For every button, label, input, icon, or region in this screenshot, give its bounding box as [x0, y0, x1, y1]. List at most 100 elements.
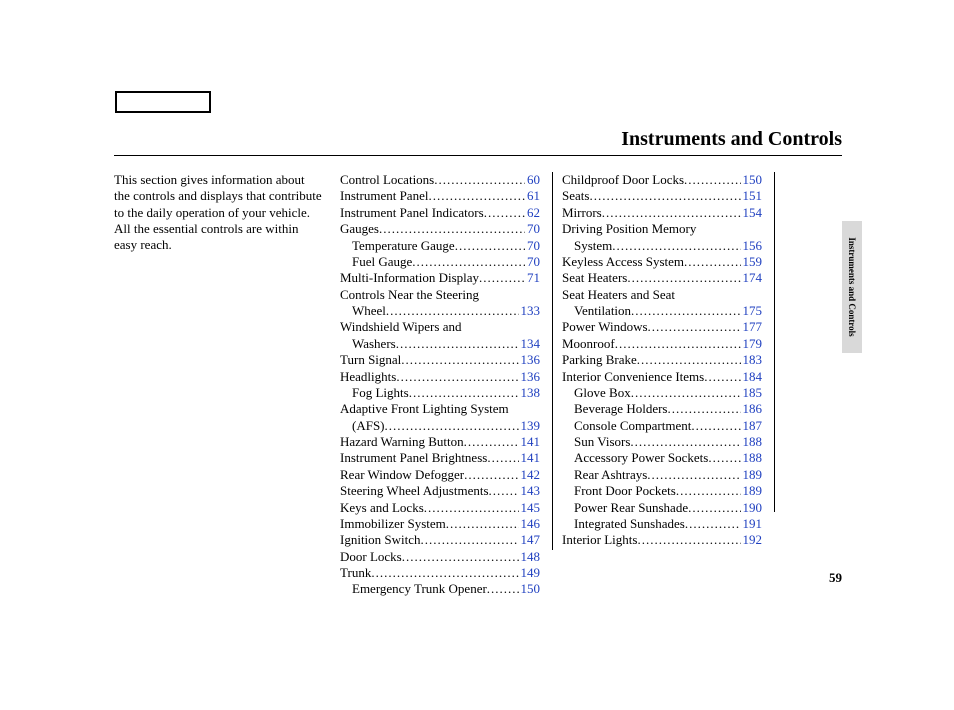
toc-entry[interactable]: Interior Lights 192: [562, 532, 762, 548]
toc-entry-page[interactable]: 70: [525, 238, 540, 254]
toc-entry-page[interactable]: 150: [519, 581, 541, 597]
toc-entry-page[interactable]: 154: [741, 205, 763, 221]
toc-entry[interactable]: Interior Convenience Items 184: [562, 369, 762, 385]
toc-entry[interactable]: Console Compartment 187: [562, 418, 762, 434]
toc-entry-page[interactable]: 139: [519, 418, 541, 434]
toc-entry[interactable]: Instrument Panel 61: [340, 188, 540, 204]
toc-entry-page[interactable]: 61: [525, 188, 540, 204]
toc-entry-label: Gauges: [340, 221, 379, 237]
toc-entry[interactable]: Parking Brake 183: [562, 352, 762, 368]
toc-entry[interactable]: Immobilizer System 146: [340, 516, 540, 532]
toc-entry-page[interactable]: 60: [525, 172, 540, 188]
toc-entry-page[interactable]: 147: [519, 532, 541, 548]
toc-entry-page[interactable]: 156: [741, 238, 763, 254]
toc-entry-page[interactable]: 187: [741, 418, 763, 434]
toc-entry[interactable]: Glove Box 185: [562, 385, 762, 401]
toc-leader-dots: [484, 205, 525, 221]
toc-entry-page[interactable]: 151: [741, 188, 763, 204]
toc-entry-page[interactable]: 142: [519, 467, 541, 483]
toc-entry[interactable]: (AFS) 139: [340, 418, 540, 434]
toc-entry-page[interactable]: 179: [741, 336, 763, 352]
toc-entry[interactable]: Headlights 136: [340, 369, 540, 385]
toc-entry[interactable]: Fuel Gauge 70: [340, 254, 540, 270]
toc-entry-page[interactable]: 186: [741, 401, 763, 417]
toc-entry[interactable]: Multi-Information Display 71: [340, 270, 540, 286]
toc-entry-page[interactable]: 159: [741, 254, 763, 270]
toc-entry-page[interactable]: 191: [741, 516, 763, 532]
toc-entry[interactable]: Turn Signal 136: [340, 352, 540, 368]
toc-entry[interactable]: Hazard Warning Button 141: [340, 434, 540, 450]
toc-leader-dots: [637, 352, 741, 368]
toc-entry-page[interactable]: 146: [519, 516, 541, 532]
toc-entry[interactable]: Accessory Power Sockets 188: [562, 450, 762, 466]
toc-entry[interactable]: Emergency Trunk Opener 150: [340, 581, 540, 597]
toc-entry-label: Accessory Power Sockets: [574, 450, 708, 466]
toc-entry[interactable]: Front Door Pockets 189: [562, 483, 762, 499]
toc-entry-page[interactable]: 192: [741, 532, 763, 548]
toc-entry[interactable]: Trunk 149: [340, 565, 540, 581]
toc-entry-page[interactable]: 183: [741, 352, 763, 368]
toc-entry-page[interactable]: 190: [741, 500, 763, 516]
toc-entry[interactable]: Wheel 133: [340, 303, 540, 319]
toc-entry-page[interactable]: 174: [741, 270, 763, 286]
toc-entry[interactable]: Instrument Panel Brightness 141: [340, 450, 540, 466]
toc-column-2: Childproof Door Locks 150Seats 151Mirror…: [562, 172, 762, 549]
toc-entry[interactable]: Gauges 70: [340, 221, 540, 237]
toc-entry-label: Temperature Gauge: [352, 238, 455, 254]
toc-entry-label: Instrument Panel: [340, 188, 428, 204]
toc-entry-page[interactable]: 188: [741, 434, 763, 450]
toc-entry[interactable]: Beverage Holders 186: [562, 401, 762, 417]
toc-entry-page[interactable]: 70: [525, 221, 540, 237]
toc-entry-page[interactable]: 141: [519, 450, 541, 466]
toc-entry-label: Windshield Wipers and: [340, 319, 461, 335]
toc-entry-page[interactable]: 177: [741, 319, 763, 335]
toc-entry-page[interactable]: 189: [741, 467, 763, 483]
toc-entry-page[interactable]: 62: [525, 205, 540, 221]
toc-entry-page[interactable]: 188: [741, 450, 763, 466]
toc-entry[interactable]: System 156: [562, 238, 762, 254]
toc-entry[interactable]: Rear Ashtrays 189: [562, 467, 762, 483]
toc-entry[interactable]: Door Locks 148: [340, 549, 540, 565]
toc-entry-page[interactable]: 150: [741, 172, 763, 188]
toc-entry-page[interactable]: 138: [519, 385, 541, 401]
toc-entry[interactable]: Control Locations 60: [340, 172, 540, 188]
toc-entry[interactable]: Temperature Gauge 70: [340, 238, 540, 254]
toc-entry-page[interactable]: 141: [519, 434, 541, 450]
toc-entry-page[interactable]: 185: [741, 385, 763, 401]
toc-entry-page[interactable]: 175: [741, 303, 763, 319]
toc-entry[interactable]: Rear Window Defogger 142: [340, 467, 540, 483]
toc-entry-page[interactable]: 133: [519, 303, 541, 319]
toc-entry-page[interactable]: 149: [519, 565, 541, 581]
toc-entry[interactable]: Washers 134: [340, 336, 540, 352]
toc-entry-page[interactable]: 71: [525, 270, 540, 286]
toc-entry[interactable]: Power Windows 177: [562, 319, 762, 335]
toc-entry-page[interactable]: 70: [525, 254, 540, 270]
toc-entry-page[interactable]: 145: [519, 500, 541, 516]
toc-entry[interactable]: Ventilation 175: [562, 303, 762, 319]
toc-entry[interactable]: Seats 151: [562, 188, 762, 204]
toc-entry-page[interactable]: 148: [519, 549, 541, 565]
toc-entry[interactable]: Mirrors 154: [562, 205, 762, 221]
toc-entry[interactable]: Moonroof 179: [562, 336, 762, 352]
toc-entry[interactable]: Seat Heaters 174: [562, 270, 762, 286]
toc-entry-label: Driving Position Memory: [562, 221, 696, 237]
toc-entry-page[interactable]: 136: [519, 352, 541, 368]
toc-entry[interactable]: Keys and Locks 145: [340, 500, 540, 516]
toc-entry-page[interactable]: 143: [519, 483, 541, 499]
toc-entry-page[interactable]: 189: [741, 483, 763, 499]
toc-entry[interactable]: Childproof Door Locks 150: [562, 172, 762, 188]
toc-entry[interactable]: Sun Visors 188: [562, 434, 762, 450]
toc-entry-page[interactable]: 136: [519, 369, 541, 385]
toc-entry[interactable]: Keyless Access System 159: [562, 254, 762, 270]
toc-entry-page[interactable]: 184: [741, 369, 763, 385]
toc-entry[interactable]: Fog Lights 138: [340, 385, 540, 401]
toc-entry-page[interactable]: 134: [519, 336, 541, 352]
toc-leader-dots: [684, 254, 740, 270]
toc-entry[interactable]: Power Rear Sunshade 190: [562, 500, 762, 516]
toc-entry[interactable]: Instrument Panel Indicators 62: [340, 205, 540, 221]
page-number: 59: [829, 570, 842, 586]
toc-entry-label: Headlights: [340, 369, 396, 385]
toc-entry[interactable]: Steering Wheel Adjustments 143: [340, 483, 540, 499]
toc-entry[interactable]: Ignition Switch 147: [340, 532, 540, 548]
toc-entry[interactable]: Integrated Sunshades 191: [562, 516, 762, 532]
